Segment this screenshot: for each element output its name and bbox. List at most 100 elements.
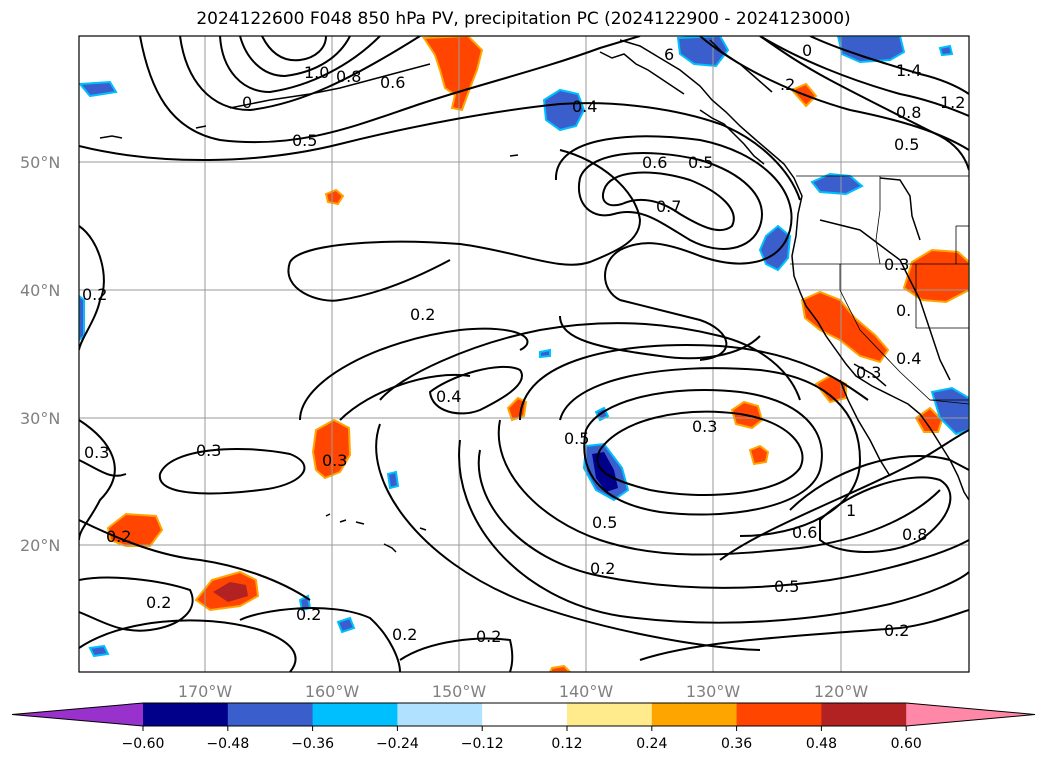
precip-positive-patch [106,512,164,547]
precip-negative-patch [542,88,586,132]
contour-label: 0.2 [392,625,417,644]
contour-label: 0.4 [436,387,461,406]
colorbar-bin [312,703,398,726]
contour-label: 0.8 [896,103,921,122]
contour-label: 0.2 [410,305,435,324]
precip-positive-patch [324,188,345,206]
lat-label: 30°N [20,409,60,428]
colorbar-tick-label: −0.60 [122,736,165,752]
colorbar-tick-label: −0.36 [291,736,334,752]
lon-label: 150°W [432,682,487,701]
precip-patches [79,36,969,672]
precip-positive-patch [422,36,484,112]
lat-label: 20°N [20,536,60,555]
precip-negative-patch [758,224,792,272]
contour-label: 0.2 [146,593,171,612]
contour-label: 0.5 [592,513,617,532]
contour-label: 0.6 [792,523,817,542]
lon-label: 130°W [686,682,741,701]
map-frame [78,35,970,673]
contour-label: 0.2 [590,559,615,578]
contour-label: 0.2 [884,621,909,640]
contour-label: 0.5 [292,131,317,150]
colorbar-tick-label: −0.48 [206,736,249,752]
precip-negative-patch [88,644,110,658]
precip-positive-patch [902,248,969,304]
contour-label: 1.4 [896,61,921,80]
precip-negative-patch [676,36,730,68]
contour-label: 0.4 [896,349,921,368]
contour-label: 0 [802,41,812,60]
contour-label: 6 [664,45,674,64]
precip-negative-patch [386,470,400,490]
precip-negative-patch [79,80,118,98]
precip-negative-patch [336,616,356,634]
contour-label: 0.3 [884,255,909,274]
contour-label: 0.5 [564,429,589,448]
colorbar-bin [821,703,907,726]
precip-positive-patch [213,582,248,602]
contour-label: 0.3 [84,443,109,462]
political-borders [790,175,969,405]
contour-label: 0.2 [82,285,107,304]
longitude-labels: 170°W 160°W 150°W 140°W 130°W 120°W [178,682,869,701]
precip-positive-patch [748,444,770,466]
latitude-labels: 50°N 40°N 30°N 20°N [20,153,60,555]
contour-label: 0.2 [476,627,501,646]
precip-positive-patch [814,374,847,404]
pv-contours [79,36,969,672]
contour-label: 0.6 [642,153,667,172]
lat-label: 50°N [20,153,60,172]
contour-label: 0.8 [336,67,361,86]
lon-label: 120°W [814,682,869,701]
colorbar-extend-min [12,703,143,726]
contour-label: .2 [780,75,795,94]
colorbar-tick-label: 0.60 [891,736,922,752]
contour-label: 0.3 [322,451,347,470]
contour-label: 0.8 [902,525,927,544]
contour-label: 0.3 [856,363,881,382]
colorbar-bin [143,703,229,726]
lon-label: 160°W [305,682,360,701]
colorbar-bin [736,703,822,726]
colorbar-tick-label: −0.24 [376,736,419,752]
contour-label: 0.4 [572,97,597,116]
contour-label: 0.5 [894,135,919,154]
colorbar-bin [227,703,314,726]
contour-label: 0 [242,93,252,112]
lon-label: 170°W [178,682,233,701]
lon-label: 140°W [559,682,614,701]
contour-label: 1.2 [940,93,965,112]
contour-label: 0.7 [656,197,681,216]
precip-negative-patch [836,36,906,64]
colorbar-tick-label: 0.24 [636,736,667,752]
precip-positive-patch [914,406,944,433]
contour-label: 1.0 [304,63,329,82]
contour-label: 0.3 [692,417,717,436]
contour-label: 1 [846,501,856,520]
colorbar-tick-label: 0.36 [721,736,752,752]
map-title: 2024122600 F048 850 hPa PV, precipitatio… [196,9,851,29]
colorbar: −0.60 −0.48 −0.36 −0.24 −0.12 0.12 0.24 0.36 0.4… [11,702,1036,752]
precip-positive-patch [800,290,890,364]
contour-label: 0.5 [774,577,799,596]
contour-labels: 1.0 0.8 0.6 0 0.5 0.4 0.6 0.5 0.7 6 0 .2… [82,41,965,646]
colorbar-bin [651,703,738,726]
precip-negative-patch [810,172,864,196]
contour-label: 0. [896,301,911,320]
colorbar-tick-label: 0.48 [806,736,837,752]
precip-negative-patch [539,348,551,359]
colorbar-tick-label: −0.12 [461,736,504,752]
contour-label: 0.6 [380,73,405,92]
contour-label: 0.2 [296,605,321,624]
contour-label: 0.5 [688,153,713,172]
precip-negative-patch [938,44,954,57]
lat-label: 40°N [20,281,60,300]
colorbar-bin [482,703,568,726]
colorbar-tick-label: 0.12 [551,736,582,752]
contour-label: 0.2 [106,527,131,546]
contour-label: 0.3 [196,441,221,460]
colorbar-extend-max [906,703,1035,726]
precip-positive-patch [548,664,572,672]
